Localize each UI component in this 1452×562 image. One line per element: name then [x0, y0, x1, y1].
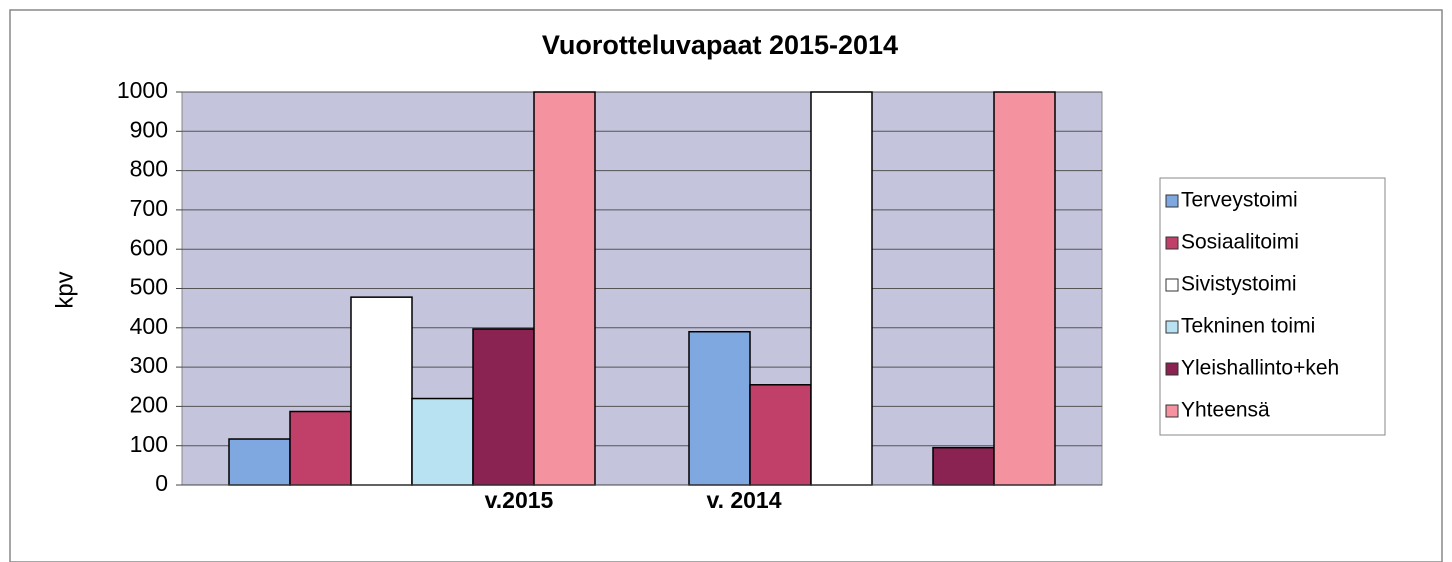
y-tick-label: 0	[155, 470, 168, 496]
y-tick-label: 300	[130, 352, 168, 378]
bar	[810, 91, 873, 486]
legend-swatch	[1165, 278, 1179, 292]
bar	[533, 91, 596, 486]
y-axis-label: kpv	[51, 271, 78, 308]
legend-swatch	[1165, 194, 1179, 208]
legend-label: Sivistystoimi	[1181, 273, 1297, 296]
bar	[472, 328, 535, 486]
y-tick-label: 800	[130, 156, 168, 182]
y-tick-label: 700	[130, 195, 168, 221]
bar	[350, 296, 413, 486]
y-tick-label: 900	[130, 116, 168, 142]
legend-label: Terveystoimi	[1181, 189, 1298, 212]
bar	[688, 330, 751, 486]
bar	[289, 410, 352, 486]
y-tick-label: 1000	[117, 77, 168, 103]
legend-label: Yhteensä	[1181, 399, 1270, 422]
legend-swatch	[1165, 320, 1179, 334]
bar	[932, 446, 995, 486]
y-tick-label: 600	[130, 234, 168, 260]
legend-swatch	[1165, 404, 1179, 418]
bar	[993, 91, 1056, 486]
x-tick-label: v. 2014	[706, 487, 781, 513]
legend-label: Yleishallinto+keh	[1181, 357, 1339, 380]
y-tick-label: 500	[130, 274, 168, 300]
y-tick-label: 200	[130, 391, 168, 417]
bar	[411, 397, 474, 486]
x-tick-label: v.2015	[485, 487, 554, 513]
bar	[228, 438, 291, 486]
legend	[1159, 177, 1386, 436]
y-tick-label: 100	[130, 431, 168, 457]
legend-label: Sosiaalitoimi	[1181, 231, 1299, 254]
chart-title: Vuorotteluvapaat 2015-2014	[542, 30, 898, 60]
legend-swatch	[1165, 236, 1179, 250]
y-tick-label: 400	[130, 313, 168, 339]
legend-swatch	[1165, 362, 1179, 376]
legend-label: Tekninen toimi	[1181, 315, 1315, 338]
bar	[749, 384, 812, 486]
